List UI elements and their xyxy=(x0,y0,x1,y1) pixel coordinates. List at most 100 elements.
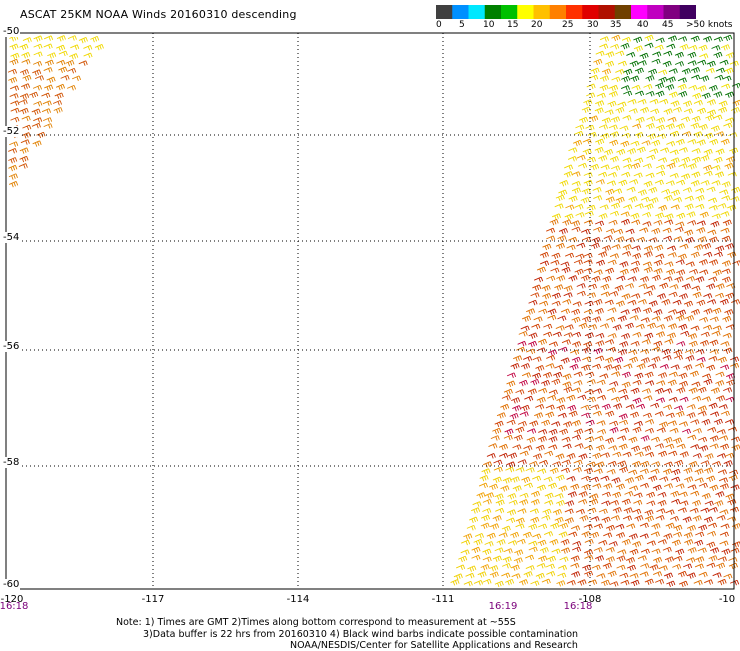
wind-barb xyxy=(596,92,606,99)
wind-barb xyxy=(577,579,587,586)
wind-barb xyxy=(650,531,660,537)
wind-barb xyxy=(687,163,697,170)
wind-barb xyxy=(662,227,672,234)
wind-barb xyxy=(547,308,557,315)
wind-barb xyxy=(726,379,736,386)
wind-barb xyxy=(596,573,606,579)
wind-barb xyxy=(646,154,656,161)
wind-barb xyxy=(691,156,701,164)
wind-barb xyxy=(8,148,18,154)
wind-barb xyxy=(484,541,494,547)
wind-barb xyxy=(718,100,728,107)
wind-barb xyxy=(511,573,521,579)
wind-barb xyxy=(671,468,681,476)
wind-barb xyxy=(543,323,553,330)
wind-barb xyxy=(708,522,718,529)
wind-barb xyxy=(547,314,557,321)
wind-barb xyxy=(688,387,698,394)
wind-barb xyxy=(605,524,616,532)
wind-barb xyxy=(584,555,594,561)
wind-barb xyxy=(655,164,666,171)
wind-barb xyxy=(681,68,691,75)
wind-barb xyxy=(666,580,676,587)
wind-barb xyxy=(582,148,592,155)
wind-barb xyxy=(548,389,558,395)
wind-barb xyxy=(687,139,697,145)
wind-barb xyxy=(721,548,731,555)
wind-barb xyxy=(706,99,717,106)
wind-barb xyxy=(33,60,43,67)
wind-barb xyxy=(549,539,559,546)
wind-barb xyxy=(590,242,600,250)
wind-barb xyxy=(649,148,659,154)
wind-barb xyxy=(560,538,570,546)
wind-barb xyxy=(587,507,597,514)
wind-barb xyxy=(29,91,39,99)
wind-barb xyxy=(510,363,520,370)
wind-barb xyxy=(551,548,561,554)
wind-barb xyxy=(525,554,535,561)
wind-barb xyxy=(547,482,558,489)
wind-barb xyxy=(562,381,572,388)
wind-barb xyxy=(622,157,632,163)
wind-barb xyxy=(615,106,625,114)
wind-barb xyxy=(482,548,492,556)
wind-barb xyxy=(539,251,549,259)
wind-barb xyxy=(554,364,564,371)
wind-barb xyxy=(78,60,88,66)
wind-barb xyxy=(586,83,596,89)
wind-barb xyxy=(688,44,698,51)
wind-barb xyxy=(641,388,651,394)
wind-barb xyxy=(558,189,568,196)
wind-barb xyxy=(600,164,610,170)
wind-barb xyxy=(634,451,644,457)
wind-barb xyxy=(83,45,93,51)
wind-barb xyxy=(625,228,635,235)
wind-barb xyxy=(633,172,643,178)
wind-barb xyxy=(575,253,585,260)
wind-barb xyxy=(728,132,738,138)
wind-barb xyxy=(552,461,562,467)
wind-barb xyxy=(664,556,674,563)
wind-barb xyxy=(521,315,532,322)
wind-barb xyxy=(560,357,570,364)
wind-barb xyxy=(8,76,18,84)
wind-barb xyxy=(651,227,661,235)
wind-barb xyxy=(529,508,539,514)
wind-barb xyxy=(532,475,542,482)
wind-barb xyxy=(682,131,692,137)
wind-barb xyxy=(583,341,593,348)
wind-barb xyxy=(691,74,701,81)
wind-barb xyxy=(730,547,740,554)
wind-barb xyxy=(668,450,678,457)
wind-barb xyxy=(494,547,504,553)
wind-barb xyxy=(489,571,499,578)
lat-label-60: -60 xyxy=(2,579,21,590)
wind-barb xyxy=(581,106,591,113)
wind-barb xyxy=(622,451,632,458)
wind-barb xyxy=(656,117,666,124)
wind-barb xyxy=(673,236,683,242)
wind-barb xyxy=(548,428,558,436)
wind-barb xyxy=(658,565,668,571)
wind-barb xyxy=(635,323,645,330)
wind-barb xyxy=(578,453,588,460)
wind-speed-colorbar xyxy=(436,5,696,19)
wind-barb xyxy=(731,299,740,305)
wind-barb xyxy=(714,292,725,299)
wind-barb xyxy=(719,189,729,195)
time-label-left: 16:18 xyxy=(0,601,29,612)
wind-barb xyxy=(642,163,652,169)
wind-barb xyxy=(637,189,647,196)
wind-barb xyxy=(639,522,649,529)
wind-barb xyxy=(631,245,641,251)
wind-barb xyxy=(719,435,729,441)
wind-barb xyxy=(571,356,581,364)
wind-barb xyxy=(715,245,725,252)
wind-barb xyxy=(621,171,631,178)
wind-barb xyxy=(717,356,727,364)
wind-barb xyxy=(679,500,689,506)
wind-barb xyxy=(498,452,509,459)
wind-barb xyxy=(21,52,31,59)
wind-barb xyxy=(43,67,53,73)
